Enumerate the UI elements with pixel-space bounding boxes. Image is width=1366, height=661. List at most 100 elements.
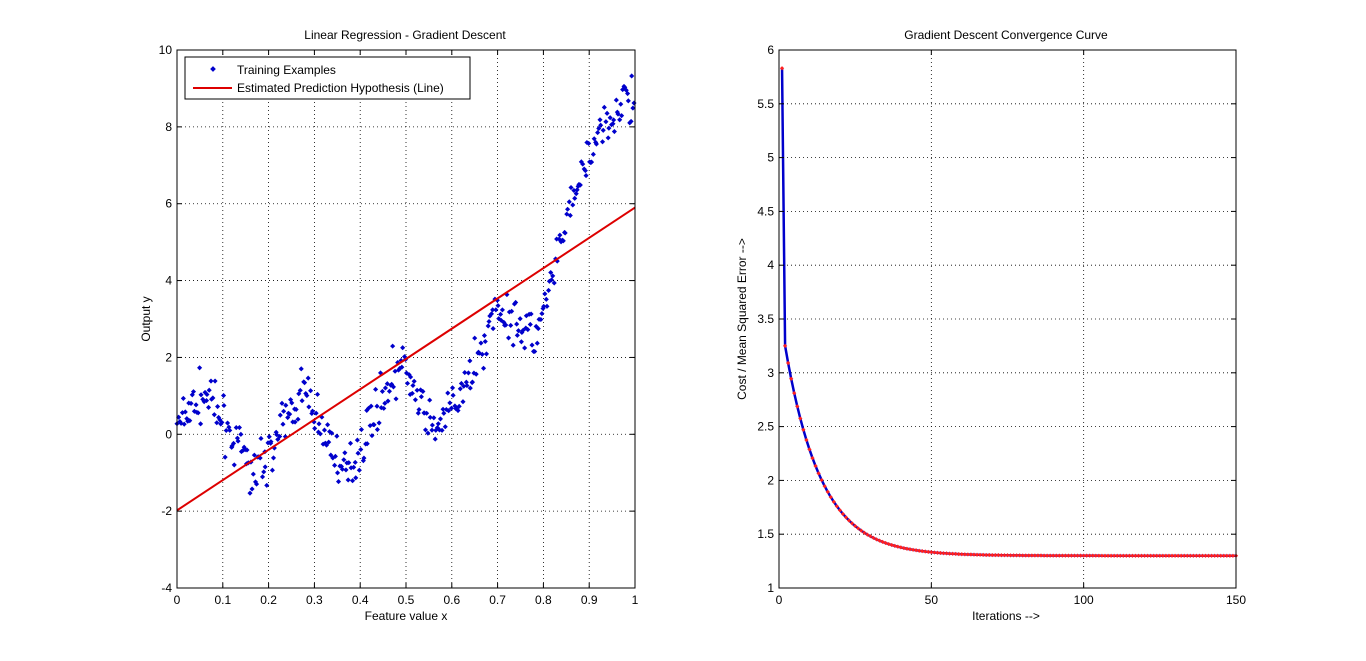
training-example-point (431, 415, 437, 421)
cost-iteration-marker (877, 538, 882, 543)
training-example-point (182, 409, 188, 415)
training-example-point (225, 420, 231, 426)
training-example-point (314, 391, 321, 397)
training-example-point (332, 453, 338, 459)
training-example-point (325, 422, 331, 428)
cost-iteration-marker (843, 515, 849, 520)
convergence-x-ticks: 0 50 100 150 (776, 50, 1246, 607)
cost-iteration-marker (874, 537, 879, 542)
training-example-point (206, 404, 212, 410)
training-example-point (486, 318, 492, 325)
training-example-point (343, 467, 349, 473)
cost-iteration-marker (947, 551, 952, 556)
cost-iteration-marker (1023, 553, 1028, 558)
regression-x-tick-label: 0.4 (352, 593, 369, 607)
cost-iteration-marker (1221, 553, 1226, 558)
cost-iteration-marker (1130, 553, 1135, 558)
cost-iteration-marker (1188, 553, 1193, 558)
regression-y-tick-label: 0 (165, 427, 172, 441)
training-example-point (386, 388, 392, 394)
regression-x-tick-label: 0.3 (306, 593, 323, 607)
convergence-x-tick-label: 100 (1074, 593, 1094, 607)
cost-iteration-marker (1096, 553, 1102, 558)
training-example-point (346, 460, 352, 466)
training-example-point (368, 403, 374, 409)
regression-y-tick-label: 10 (159, 43, 173, 57)
regression-x-tick-label: 0.2 (260, 593, 277, 607)
training-example-point (416, 407, 422, 413)
cost-iteration-marker (953, 551, 958, 557)
cost-iteration-marker (1078, 553, 1083, 558)
cost-iteration-marker (801, 427, 806, 432)
training-example-point (503, 322, 509, 328)
cost-iteration-marker (907, 547, 913, 552)
cost-iteration-marker (1099, 553, 1105, 558)
training-example-point (352, 459, 358, 465)
training-example-point (283, 402, 289, 408)
legend-label-hypothesis-line: Estimated Prediction Hypothesis (Line) (237, 81, 444, 95)
cost-iteration-marker (1051, 553, 1056, 558)
cost-iteration-marker (1163, 553, 1169, 558)
training-example-point (332, 462, 338, 468)
regression-x-axis-label: Feature value x (365, 609, 448, 623)
cost-iteration-marker (822, 484, 827, 489)
training-example-point (304, 392, 310, 399)
training-example-point (188, 400, 194, 406)
cost-iteration-marker (1008, 553, 1013, 558)
training-example-point (513, 299, 519, 306)
cost-iteration-marker (1151, 553, 1156, 558)
cost-iteration-marker (795, 404, 800, 409)
cost-iteration-marker (1084, 553, 1089, 558)
regression-x-tick-label: 0.8 (535, 593, 552, 607)
training-example-point (230, 440, 237, 446)
cost-iteration-marker (1124, 553, 1129, 558)
training-example-point (361, 455, 367, 461)
cost-iteration-marker (871, 535, 876, 541)
training-example-point (479, 351, 485, 357)
training-example-point (312, 425, 318, 431)
training-example-point (539, 311, 545, 317)
cost-iteration-marker (1215, 553, 1220, 558)
convergence-markers (779, 66, 1239, 558)
cost-iteration-marker (1044, 553, 1050, 558)
training-example-point (493, 307, 499, 313)
training-example-point (465, 370, 471, 376)
training-example-point (203, 398, 210, 404)
cost-iteration-marker (920, 549, 925, 554)
training-example-point (429, 422, 435, 428)
training-example-point (481, 365, 487, 371)
cost-iteration-marker (1200, 553, 1205, 558)
training-example-point (358, 446, 364, 453)
training-example-point (440, 406, 446, 412)
convergence-y-ticks: 1 1.5 2 2.5 3 3.5 4 4.5 5 5.5 6 (757, 43, 1236, 595)
cost-iteration-marker (853, 523, 858, 529)
cost-iteration-marker (865, 532, 870, 537)
cost-iteration-marker (889, 542, 894, 548)
training-example-point (258, 435, 264, 442)
training-example-point (390, 384, 396, 390)
training-example-point (227, 427, 233, 433)
training-example-point (195, 410, 201, 416)
training-example-point (449, 385, 456, 391)
training-example-point (247, 490, 253, 496)
training-example-point (490, 326, 496, 332)
training-example-point (306, 404, 312, 410)
training-example-point (497, 311, 504, 317)
cost-iteration-marker (923, 549, 928, 554)
cost-iteration-marker (1057, 553, 1062, 558)
convergence-x-tick-label: 150 (1226, 593, 1246, 607)
regression-legend: Training Examples Estimated Prediction H… (184, 56, 471, 100)
cost-iteration-marker (999, 553, 1004, 558)
regression-y-tick-label: -2 (161, 504, 172, 518)
training-example-point (420, 388, 426, 395)
cost-iteration-marker (1175, 553, 1181, 558)
cost-iteration-marker (1182, 553, 1187, 558)
cost-iteration-marker (1105, 553, 1111, 558)
regression-x-tick-label: 1 (632, 593, 639, 607)
cost-iteration-marker (941, 551, 946, 556)
training-example-point (266, 434, 272, 440)
cost-iteration-marker (792, 391, 797, 396)
training-example-point (198, 392, 204, 398)
cost-iteration-marker (1032, 553, 1038, 558)
training-example-point (187, 418, 193, 424)
